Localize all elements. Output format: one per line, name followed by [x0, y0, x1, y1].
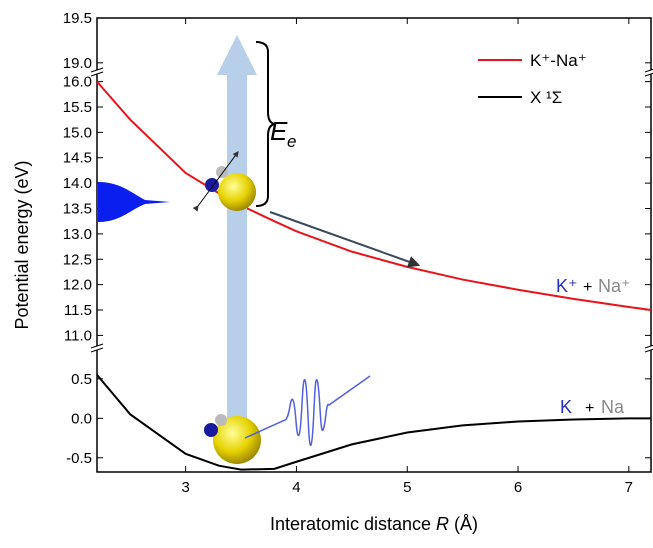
series-line — [96, 374, 651, 471]
energy-label: E — [270, 116, 288, 146]
y-tick-label: 19.0 — [63, 55, 92, 72]
y-tick-label: 0.5 — [71, 371, 92, 388]
y-tick-label: 13.0 — [63, 226, 92, 243]
plot-area: 19.0 19.5 11.0 11.5 12.0 12.5 13.0 13.5 14.0 14.5… — [63, 10, 653, 496]
axis-break — [644, 348, 653, 353]
neutral-na: Na — [601, 397, 625, 417]
axis-break — [90, 71, 104, 77]
y-tick-label: 11.0 — [64, 327, 92, 344]
legend-label: X ¹Σ — [530, 88, 562, 107]
series-line — [96, 80, 652, 311]
axis-break-gap — [645, 70, 653, 74]
y-tick-label: 14.5 — [63, 150, 92, 167]
axis-break — [644, 68, 653, 73]
y-tick-label: 0.0 — [71, 410, 92, 427]
y-tick-label: -0.5 — [66, 450, 92, 467]
y-tick-label: 12.5 — [63, 251, 92, 268]
ion-na: Na⁺ — [598, 276, 631, 296]
x-tick-label: 4 — [292, 479, 300, 496]
x-tick-label: 7 — [625, 479, 633, 496]
y-tick-label: 13.5 — [63, 201, 92, 218]
y-tick-label: 11.5 — [64, 302, 92, 319]
x-axis-label: Interatomic distance R (Å) — [270, 514, 478, 534]
x-tick-label: 3 — [181, 479, 189, 496]
y-tick-label: 15.5 — [63, 99, 92, 116]
y-axis-label: Potential energy (eV) — [12, 160, 32, 329]
y-tick-label: 12.0 — [63, 277, 92, 294]
y-tick-label: 19.5 — [63, 10, 92, 27]
y-tick-label: 15.0 — [63, 124, 92, 141]
energy-label-sub: e — [287, 132, 296, 151]
axis-break — [90, 343, 104, 349]
y-tick-label: 14.0 — [63, 175, 92, 192]
x-label-text: Interatomic distance — [270, 514, 436, 534]
axis-break — [644, 344, 653, 349]
neutral-k: K — [560, 397, 572, 417]
x-tick-label: 6 — [514, 479, 522, 496]
axis-break — [90, 67, 104, 73]
x-label-var: R — [436, 514, 449, 534]
ion-plus: + — [583, 279, 592, 296]
legend-label: K⁺-Na⁺ — [530, 51, 587, 70]
y-tick-label: 16.0 — [63, 74, 92, 91]
axis-break-gap — [91, 346, 103, 350]
x-label-unit: (Å) — [449, 514, 478, 534]
axis-break-gap — [645, 346, 653, 350]
frame — [96, 17, 652, 473]
axis-break — [644, 72, 653, 77]
decoration — [98, 35, 421, 464]
axis-break-gap — [91, 70, 103, 74]
x-tick-label: 5 — [403, 479, 411, 496]
axis-break — [90, 347, 104, 353]
neutral-plus: + — [585, 400, 594, 417]
ion-k: K⁺ — [556, 276, 578, 296]
